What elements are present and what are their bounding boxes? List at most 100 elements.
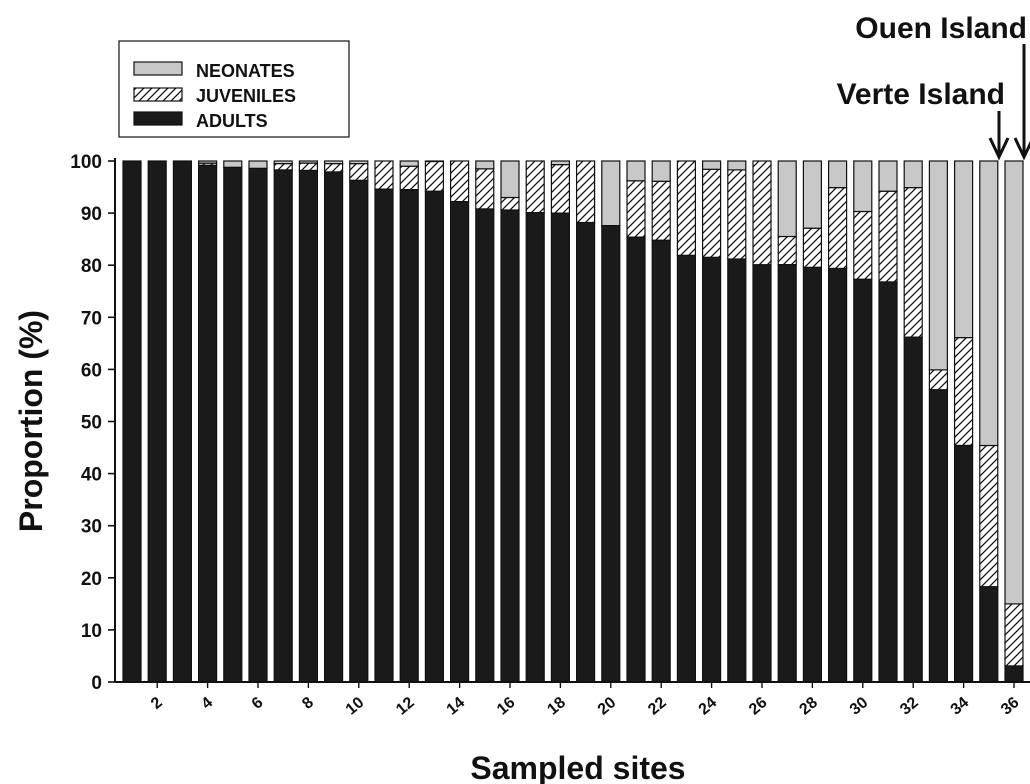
bar-juveniles-site-22 <box>651 180 671 241</box>
bar-adults-site-6 <box>248 167 268 683</box>
bar-adults-site-21 <box>626 236 646 683</box>
x-tick-label-20: 20 <box>595 694 620 719</box>
bar-adults-site-18 <box>550 212 571 683</box>
arrow-ouen-island <box>1013 44 1030 161</box>
legend-label-neonates: NEONATES <box>196 61 295 81</box>
bar-neonates-site-33 <box>928 160 949 371</box>
y-tick-label-90: 90 <box>81 204 102 225</box>
bar-adults-site-26 <box>752 264 772 683</box>
bar-neonates-site-6 <box>248 160 268 169</box>
bar-adults-site-29 <box>827 267 848 683</box>
x-tick-label-34: 34 <box>948 694 973 719</box>
bar-juveniles-site-13 <box>424 160 444 192</box>
x-axis-title: Sampled sites <box>470 750 685 784</box>
bar-neonates-site-31 <box>878 160 898 192</box>
arrow-verte-island <box>988 111 1010 161</box>
bar-neonates-site-28 <box>802 160 823 229</box>
bar-neonates-site-34 <box>953 160 974 339</box>
bar-adults-site-36 <box>1004 665 1024 683</box>
bar-adults-site-10 <box>349 179 369 683</box>
y-tick-label-40: 40 <box>81 465 102 486</box>
x-tick-label-26: 26 <box>746 694 771 719</box>
bar-neonates-site-10 <box>349 160 369 165</box>
bar-juveniles-site-35 <box>979 444 999 588</box>
bar-adults-site-11 <box>374 188 394 683</box>
legend-label-adults: ADULTS <box>196 111 268 131</box>
bar-juveniles-site-18 <box>550 164 571 214</box>
x-tick-label-32: 32 <box>897 694 922 719</box>
bar-juveniles-site-17 <box>525 160 545 214</box>
bar-juveniles-site-11 <box>374 160 394 190</box>
y-tick-label-30: 30 <box>81 517 102 538</box>
x-tick-label-28: 28 <box>796 694 821 719</box>
bar-adults-site-32 <box>903 336 923 683</box>
bar-adults-site-7 <box>273 169 293 683</box>
bar-neonates-site-30 <box>853 160 873 213</box>
legend: NEONATES JUVENILES ADULTS <box>118 40 350 138</box>
annotation-ouen-island: Ouen Island <box>855 12 1027 45</box>
bar-juveniles-site-25 <box>727 169 747 260</box>
bar-adults-site-1 <box>122 160 142 683</box>
bar-neonates-site-8 <box>298 160 318 164</box>
bar-neonates-site-13 <box>424 160 444 163</box>
x-tick-label-16: 16 <box>494 694 519 719</box>
legend-swatch-adults <box>133 111 183 126</box>
x-tick-label-18: 18 <box>544 694 569 719</box>
bar-adults-site-3 <box>172 160 192 683</box>
x-tick-label-14: 14 <box>444 694 469 719</box>
bar-adults-site-23 <box>676 254 697 683</box>
bar-juveniles-site-7 <box>273 163 293 171</box>
y-axis-title: Proportion (%) <box>13 310 49 532</box>
bar-juveniles-site-14 <box>450 160 470 203</box>
bar-juveniles-site-10 <box>349 163 369 181</box>
bar-neonates-site-5 <box>223 160 243 168</box>
bar-juveniles-site-26 <box>752 160 772 266</box>
bar-neonates-site-35 <box>979 160 999 447</box>
bar-juveniles-site-9 <box>324 163 344 173</box>
bar-adults-site-20 <box>601 225 621 683</box>
y-tick-label-80: 80 <box>81 256 102 277</box>
bar-adults-site-35 <box>979 586 999 683</box>
bar-adults-site-2 <box>147 160 167 683</box>
bar-neonates-site-21 <box>626 160 646 182</box>
bar-neonates-site-25 <box>727 160 747 171</box>
bar-juveniles-site-31 <box>878 190 898 283</box>
y-tick-label-0: 0 <box>91 673 102 694</box>
bar-adults-site-25 <box>727 258 747 683</box>
bar-adults-site-14 <box>450 201 470 683</box>
legend-swatch-juveniles <box>133 87 183 102</box>
y-tick-label-10: 10 <box>81 621 102 642</box>
bar-adults-site-12 <box>399 189 419 683</box>
bar-adults-site-31 <box>878 281 898 683</box>
x-tick-label-6: 6 <box>249 694 267 713</box>
x-tick-label-2: 2 <box>148 694 166 713</box>
bar-juveniles-site-21 <box>626 180 646 238</box>
x-tick-label-10: 10 <box>343 694 368 719</box>
bar-juveniles-site-32 <box>903 187 923 338</box>
bar-neonates-site-24 <box>701 160 722 170</box>
bar-juveniles-site-19 <box>575 160 596 224</box>
bar-adults-site-13 <box>424 190 444 683</box>
bar-juveniles-site-8 <box>298 162 318 172</box>
y-tick-label-70: 70 <box>81 308 102 329</box>
legend-label-juveniles: JUVENILES <box>196 86 296 106</box>
bar-adults-site-34 <box>953 444 974 683</box>
bar-juveniles-site-24 <box>701 168 722 258</box>
bar-juveniles-site-28 <box>802 227 823 268</box>
bar-neonates-site-22 <box>651 160 671 182</box>
bar-adults-site-19 <box>575 221 596 683</box>
bar-juveniles-site-15 <box>475 168 495 210</box>
x-tick-label-22: 22 <box>645 694 670 719</box>
bar-juveniles-site-27 <box>777 235 797 266</box>
bar-juveniles-site-36 <box>1004 603 1024 667</box>
bar-adults-site-28 <box>802 266 823 683</box>
x-tick-label-4: 4 <box>198 694 216 713</box>
bar-adults-site-17 <box>525 212 545 683</box>
legend-swatch-neonates <box>133 61 183 76</box>
bar-juveniles-site-12 <box>399 165 419 191</box>
bar-neonates-site-7 <box>273 160 293 165</box>
bar-adults-site-33 <box>928 389 949 683</box>
bar-neonates-site-18 <box>550 160 571 166</box>
